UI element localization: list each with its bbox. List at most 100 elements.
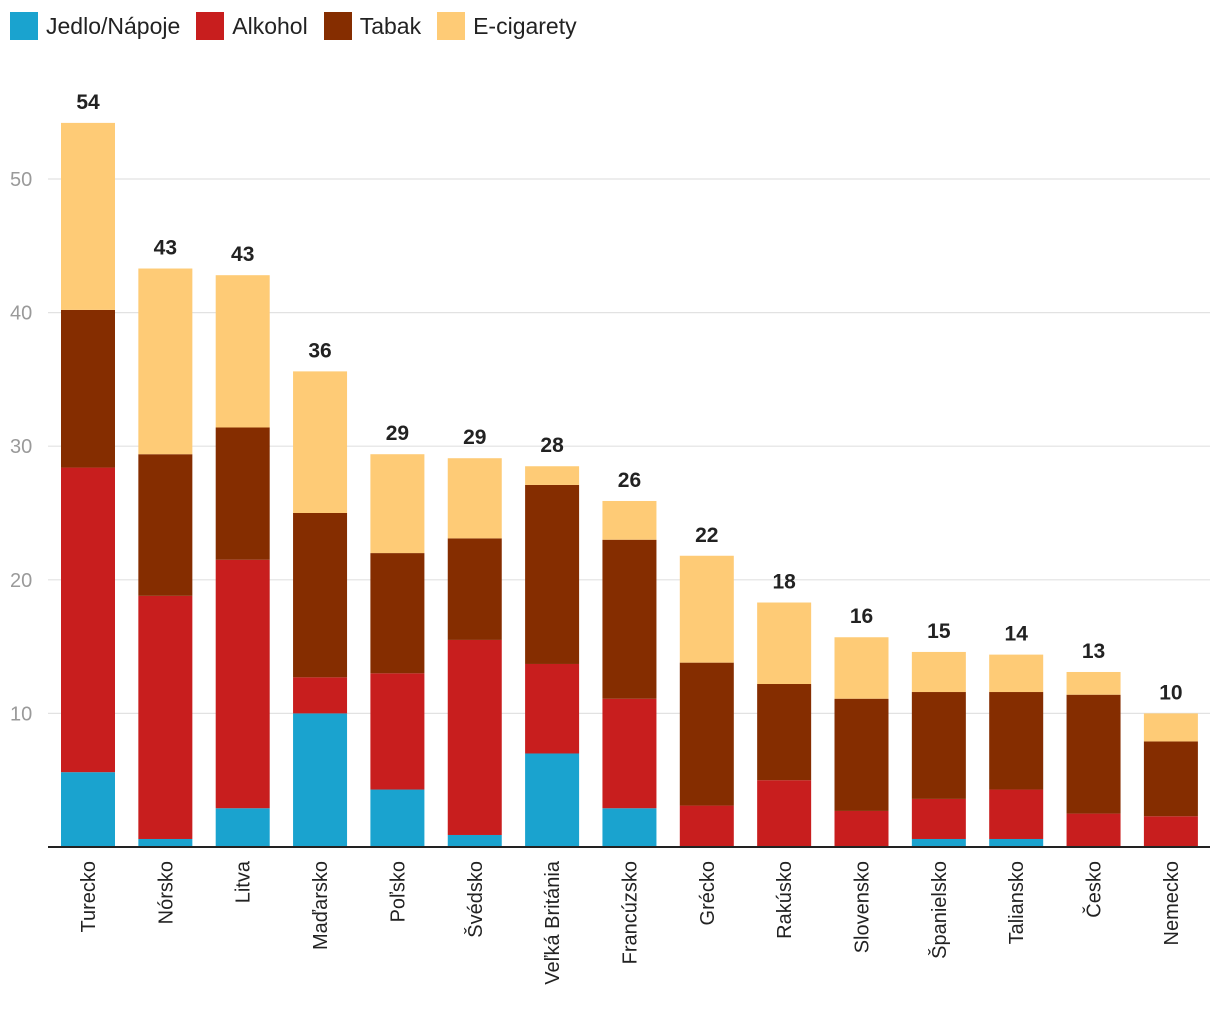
bar-segment-taliansko-tabak — [989, 692, 1044, 790]
legend-item-alkohol: Alkohol — [196, 12, 308, 40]
y-tick-label-50: 50 — [10, 169, 32, 191]
bar-segment-spanielsko-alkohol — [911, 798, 966, 839]
bar-segment-cesko-e-cigarety — [1066, 671, 1121, 695]
x-tick-label-norsko: Nórsko — [155, 861, 177, 924]
y-tick-label-30: 30 — [10, 436, 32, 458]
total-label-turecko: 54 — [76, 91, 100, 114]
x-tick-label-nemecko: Nemecko — [1161, 861, 1183, 945]
legend-swatch-tabak — [323, 12, 352, 40]
bar-segment-rakusko-tabak — [757, 684, 812, 781]
total-label-rakusko: 18 — [772, 571, 796, 594]
legend-label-jedlo-napoje: Jedlo/Nápoje — [46, 12, 181, 39]
x-tick-label-svedsko: Švédsko — [464, 861, 487, 938]
bar-segment-velka-britania-e-cigarety — [525, 466, 580, 485]
total-label-slovensko: 16 — [850, 605, 873, 628]
bar-segment-nemecko-alkohol — [1143, 816, 1198, 847]
legend-item-e-cigarety: E-cigarety — [437, 12, 577, 40]
bar-segment-francuzsko-tabak — [602, 539, 657, 699]
bar-segment-rakusko-alkohol — [757, 780, 812, 847]
chart-legend: Jedlo/Nápoje Alkohol Tabak E-cigarety — [10, 10, 593, 42]
bar-segment-litva-e-cigarety — [215, 275, 270, 428]
bar-segment-spanielsko-e-cigarety — [911, 651, 966, 693]
bar-segment-polsko-e-cigarety — [370, 454, 425, 554]
bar-segment-cesko-tabak — [1066, 694, 1121, 814]
x-tick-label-madarsko: Maďarsko — [310, 861, 332, 950]
x-tick-label-grecko: Grécko — [697, 861, 719, 925]
bar-segment-madarsko-e-cigarety — [293, 371, 348, 513]
bar-segment-spanielsko-jedlo-napoje — [911, 838, 966, 847]
bar-segment-polsko-tabak — [370, 553, 425, 674]
y-tick-label-40: 40 — [10, 303, 32, 325]
x-tick-label-slovensko: Slovensko — [852, 861, 874, 953]
bar-segment-nemecko-e-cigarety — [1143, 713, 1198, 742]
total-label-francuzsko: 26 — [618, 469, 641, 492]
bar-segment-taliansko-jedlo-napoje — [989, 838, 1044, 847]
bar-segment-litva-alkohol — [215, 559, 270, 809]
bar-segment-grecko-tabak — [679, 662, 734, 806]
bar-segment-slovensko-tabak — [834, 698, 889, 811]
total-label-cesko: 13 — [1082, 640, 1105, 663]
legend-item-tabak: Tabak — [323, 12, 422, 40]
bar-segment-velka-britania-tabak — [525, 484, 580, 664]
bar-segment-francuzsko-jedlo-napoje — [602, 808, 657, 847]
legend-label-tabak: Tabak — [359, 12, 422, 39]
y-tick-label-20: 20 — [10, 570, 32, 592]
y-tick-label-10: 10 — [10, 703, 32, 725]
x-tick-label-polsko: Poľsko — [387, 861, 409, 922]
bar-segment-litva-tabak — [215, 427, 270, 560]
bar-segment-rakusko-e-cigarety — [757, 602, 812, 685]
x-tick-label-spanielsko: Španielsko — [928, 861, 951, 959]
bar-segment-slovensko-e-cigarety — [834, 637, 889, 699]
bar-segment-norsko-jedlo-napoje — [138, 838, 193, 847]
x-tick-label-francuzsko: Francúzsko — [619, 861, 641, 964]
x-tick-label-taliansko: Taliansko — [1006, 861, 1028, 944]
legend-label-e-cigarety: E-cigarety — [473, 12, 577, 39]
total-label-madarsko: 36 — [308, 339, 331, 362]
bar-segment-svedsko-tabak — [447, 538, 502, 640]
bar-segment-francuzsko-e-cigarety — [602, 500, 657, 540]
bar-segment-taliansko-alkohol — [989, 789, 1044, 839]
total-label-spanielsko: 15 — [927, 620, 951, 643]
bar-segment-grecko-e-cigarety — [679, 555, 734, 663]
legend-swatch-e-cigarety — [437, 12, 466, 40]
bar-segment-polsko-jedlo-napoje — [370, 789, 425, 847]
bar-segment-norsko-alkohol — [138, 595, 193, 839]
bar-segment-spanielsko-tabak — [911, 692, 966, 799]
x-tick-label-litva: Litva — [233, 860, 255, 903]
bar-segment-francuzsko-alkohol — [602, 698, 657, 809]
bar-segment-svedsko-jedlo-napoje — [447, 834, 502, 847]
bar-segment-svedsko-alkohol — [447, 639, 502, 835]
bar-segment-turecko-e-cigarety — [61, 122, 115, 310]
x-tick-label-rakusko: Rakúsko — [774, 861, 796, 939]
legend-item-jedlo-napoje: Jedlo/Nápoje — [10, 12, 180, 40]
total-label-taliansko: 14 — [1005, 623, 1029, 646]
bar-segment-taliansko-e-cigarety — [989, 654, 1044, 693]
bar-segment-norsko-e-cigarety — [138, 268, 193, 455]
bar-segment-grecko-alkohol — [679, 805, 734, 847]
bar-segment-turecko-tabak — [61, 309, 115, 468]
bar-segment-slovensko-alkohol — [834, 810, 889, 847]
total-label-grecko: 22 — [695, 524, 718, 547]
bar-segment-litva-jedlo-napoje — [215, 808, 270, 847]
bar-segment-svedsko-e-cigarety — [447, 458, 502, 539]
bar-segment-turecko-alkohol — [61, 467, 115, 773]
total-label-velka-britania: 28 — [540, 434, 564, 457]
bar-segment-velka-britania-jedlo-napoje — [525, 753, 580, 847]
bar-segment-polsko-alkohol — [370, 673, 425, 790]
bar-segment-nemecko-tabak — [1143, 741, 1198, 817]
bar-segment-norsko-tabak — [138, 454, 193, 596]
legend-label-alkohol: Alkohol — [232, 12, 308, 39]
bar-segment-madarsko-tabak — [293, 513, 348, 678]
bar-segment-turecko-jedlo-napoje — [61, 772, 115, 847]
total-label-litva: 43 — [231, 243, 254, 266]
legend-swatch-alkohol — [196, 12, 225, 40]
bar-segment-cesko-alkohol — [1066, 813, 1121, 847]
bar-segment-velka-britania-alkohol — [525, 663, 580, 754]
total-label-svedsko: 29 — [463, 426, 486, 449]
total-label-nemecko: 10 — [1159, 681, 1182, 704]
bar-segment-madarsko-jedlo-napoje — [293, 713, 348, 847]
x-tick-label-velka-britania: Veľká Británia — [542, 860, 564, 985]
x-tick-label-cesko: Česko — [1083, 861, 1106, 918]
total-label-polsko: 29 — [386, 422, 409, 445]
